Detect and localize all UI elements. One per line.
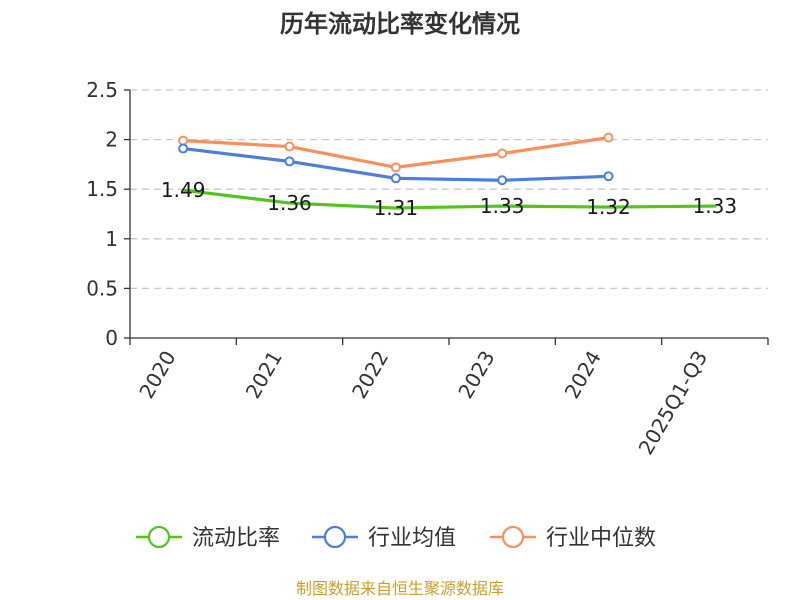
legend-marker: [323, 525, 347, 549]
y-tick-label: 0: [105, 326, 118, 350]
y-tick-label: 1.5: [86, 177, 118, 201]
series-layer: [178, 132, 717, 210]
legend-item[interactable]: 行业中位数: [490, 525, 656, 551]
x-tick-label: 2020: [134, 347, 180, 403]
data-point: [178, 135, 189, 146]
legend[interactable]: 流动比率 行业均值 行业中位数: [136, 525, 656, 551]
grid-lines: [130, 89, 768, 290]
data-point: [497, 148, 508, 159]
data-label: 1.36: [267, 191, 312, 215]
data-point: [497, 175, 508, 186]
x-tick-label: 2023: [453, 346, 499, 402]
axes: 0 0.5 1 1.5 2 2.5 2020 2021 2022 2023 2024 2025Q1-Q…: [86, 78, 769, 459]
data-point: [603, 171, 614, 182]
data-point: [390, 173, 401, 184]
y-tick-label: 2.5: [86, 78, 118, 102]
data-point: [284, 141, 295, 152]
data-labels: 1.49 1.36 1.31 1.33 1.32 1.33: [161, 178, 737, 220]
y-tick-label: 2: [105, 128, 118, 152]
x-tick-label: 2022: [347, 347, 393, 403]
legend-item[interactable]: 流动比率: [136, 525, 280, 551]
data-label: 1.32: [586, 195, 631, 219]
legend-label: 流动比率: [192, 526, 280, 551]
x-tick-label: 2024: [560, 347, 606, 403]
source-note: 制图数据来自恒生聚源数据库: [296, 579, 504, 598]
x-tick-label: 2025Q1-Q3: [634, 347, 713, 459]
y-tick-label: 0.5: [86, 276, 118, 300]
legend-marker: [147, 525, 171, 549]
data-point: [603, 132, 614, 143]
legend-item[interactable]: 行业均值: [312, 525, 456, 551]
data-label: 1.31: [374, 196, 419, 220]
x-tick-label: 2021: [241, 347, 287, 403]
data-point: [178, 143, 189, 154]
data-label: 1.33: [480, 194, 525, 218]
chart-title: 历年流动比率变化情况: [280, 10, 520, 38]
series-line: [181, 188, 717, 210]
y-tick-label: 1: [105, 227, 118, 251]
data-point: [390, 162, 401, 173]
data-label: 1.33: [693, 194, 738, 218]
data-label: 1.49: [161, 178, 206, 202]
legend-marker: [501, 525, 525, 549]
legend-label: 行业中位数: [546, 526, 656, 551]
data-point: [284, 156, 295, 167]
legend-label: 行业均值: [368, 526, 456, 551]
